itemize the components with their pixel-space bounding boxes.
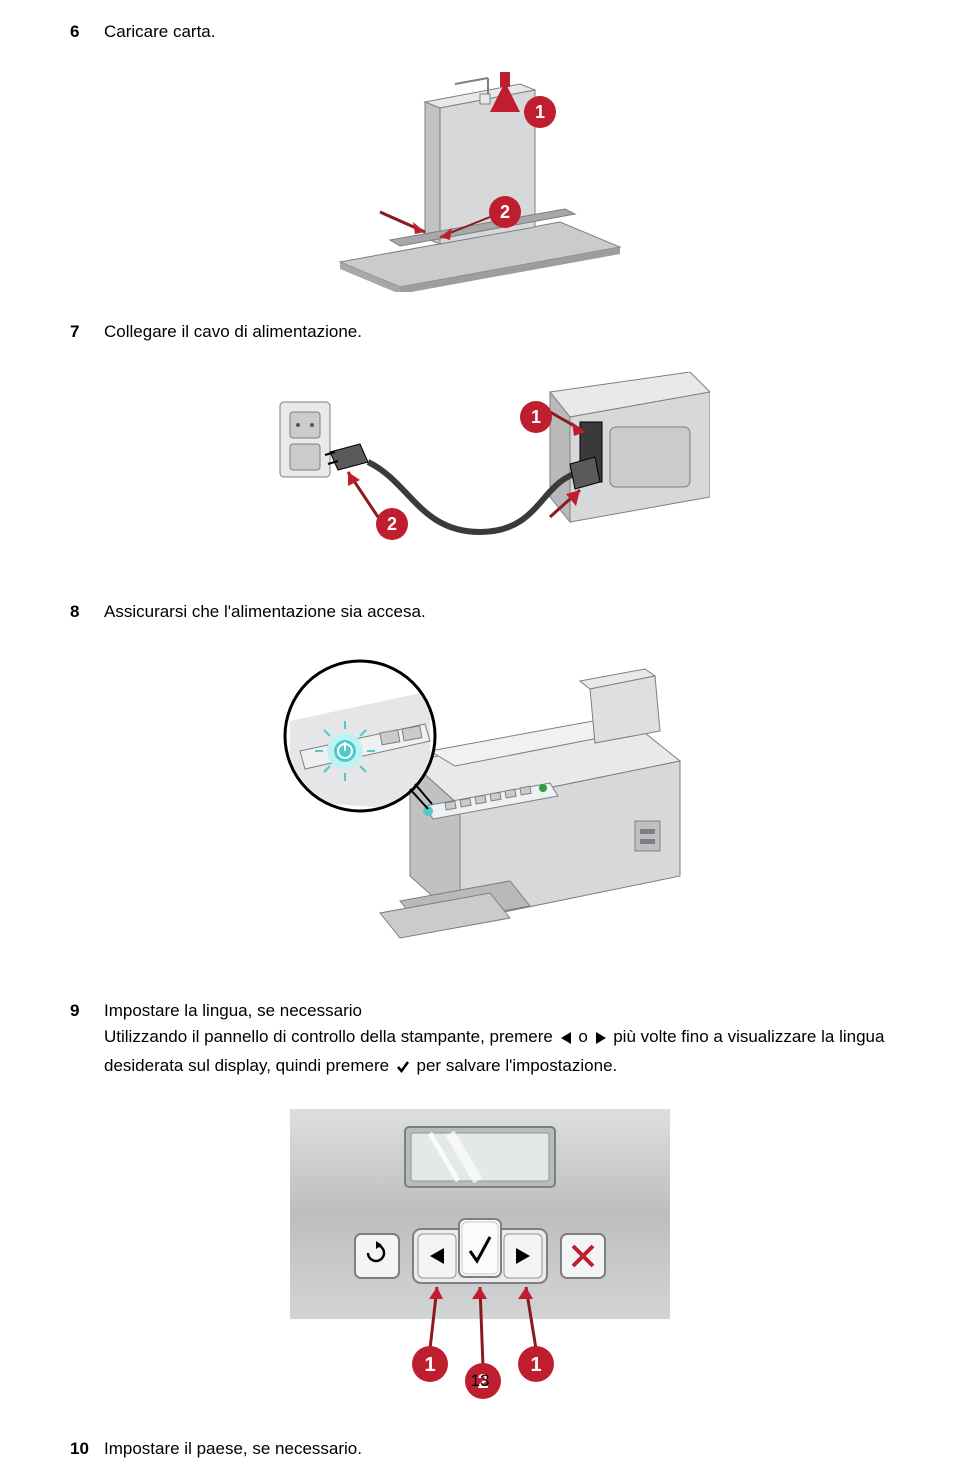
- step-8: 8 Assicurarsi che l'alimentazione sia ac…: [70, 600, 890, 624]
- step-text: Collegare il cavo di alimentazione.: [104, 320, 890, 344]
- step-number: 8: [70, 600, 94, 624]
- step-number: 6: [70, 20, 94, 44]
- figure-control-panel: 1 2 1: [70, 1109, 890, 1409]
- arrow-right-icon: [594, 1031, 608, 1045]
- body-text: o: [574, 1027, 593, 1046]
- step-9: 9 Impostare la lingua, se necessario Uti…: [70, 999, 890, 1081]
- step-10: 10 Impostare il paese, se necessario.: [70, 1437, 890, 1461]
- step-text: Impostare il paese, se necessario.: [104, 1437, 890, 1461]
- step-number: 10: [70, 1437, 94, 1461]
- step-body: Utilizzando il pannello di controllo del…: [104, 1023, 890, 1081]
- page-number: 13: [0, 1371, 960, 1391]
- body-text: Utilizzando il pannello di controllo del…: [104, 1027, 558, 1046]
- figure-power-on: [70, 651, 890, 971]
- step-number: 7: [70, 320, 94, 344]
- step-text: Assicurarsi che l'alimentazione sia acce…: [104, 600, 890, 624]
- callout-label: 1: [531, 407, 541, 427]
- body-text: per salvare l'impostazione.: [412, 1056, 617, 1075]
- step-6: 6 Caricare carta.: [70, 20, 890, 44]
- figure-load-paper: 1 2: [70, 72, 890, 292]
- figure-power-cable: 1 2: [70, 372, 890, 572]
- check-icon: [395, 1059, 411, 1075]
- callout-label: 1: [535, 102, 545, 122]
- step-text: Caricare carta.: [104, 20, 890, 44]
- step-7: 7 Collegare il cavo di alimentazione.: [70, 320, 890, 344]
- step-number: 9: [70, 999, 94, 1023]
- callout-label: 2: [387, 514, 397, 534]
- step-text: Impostare la lingua, se necessario: [104, 999, 890, 1023]
- callout-label: 2: [500, 202, 510, 222]
- arrow-left-icon: [559, 1031, 573, 1045]
